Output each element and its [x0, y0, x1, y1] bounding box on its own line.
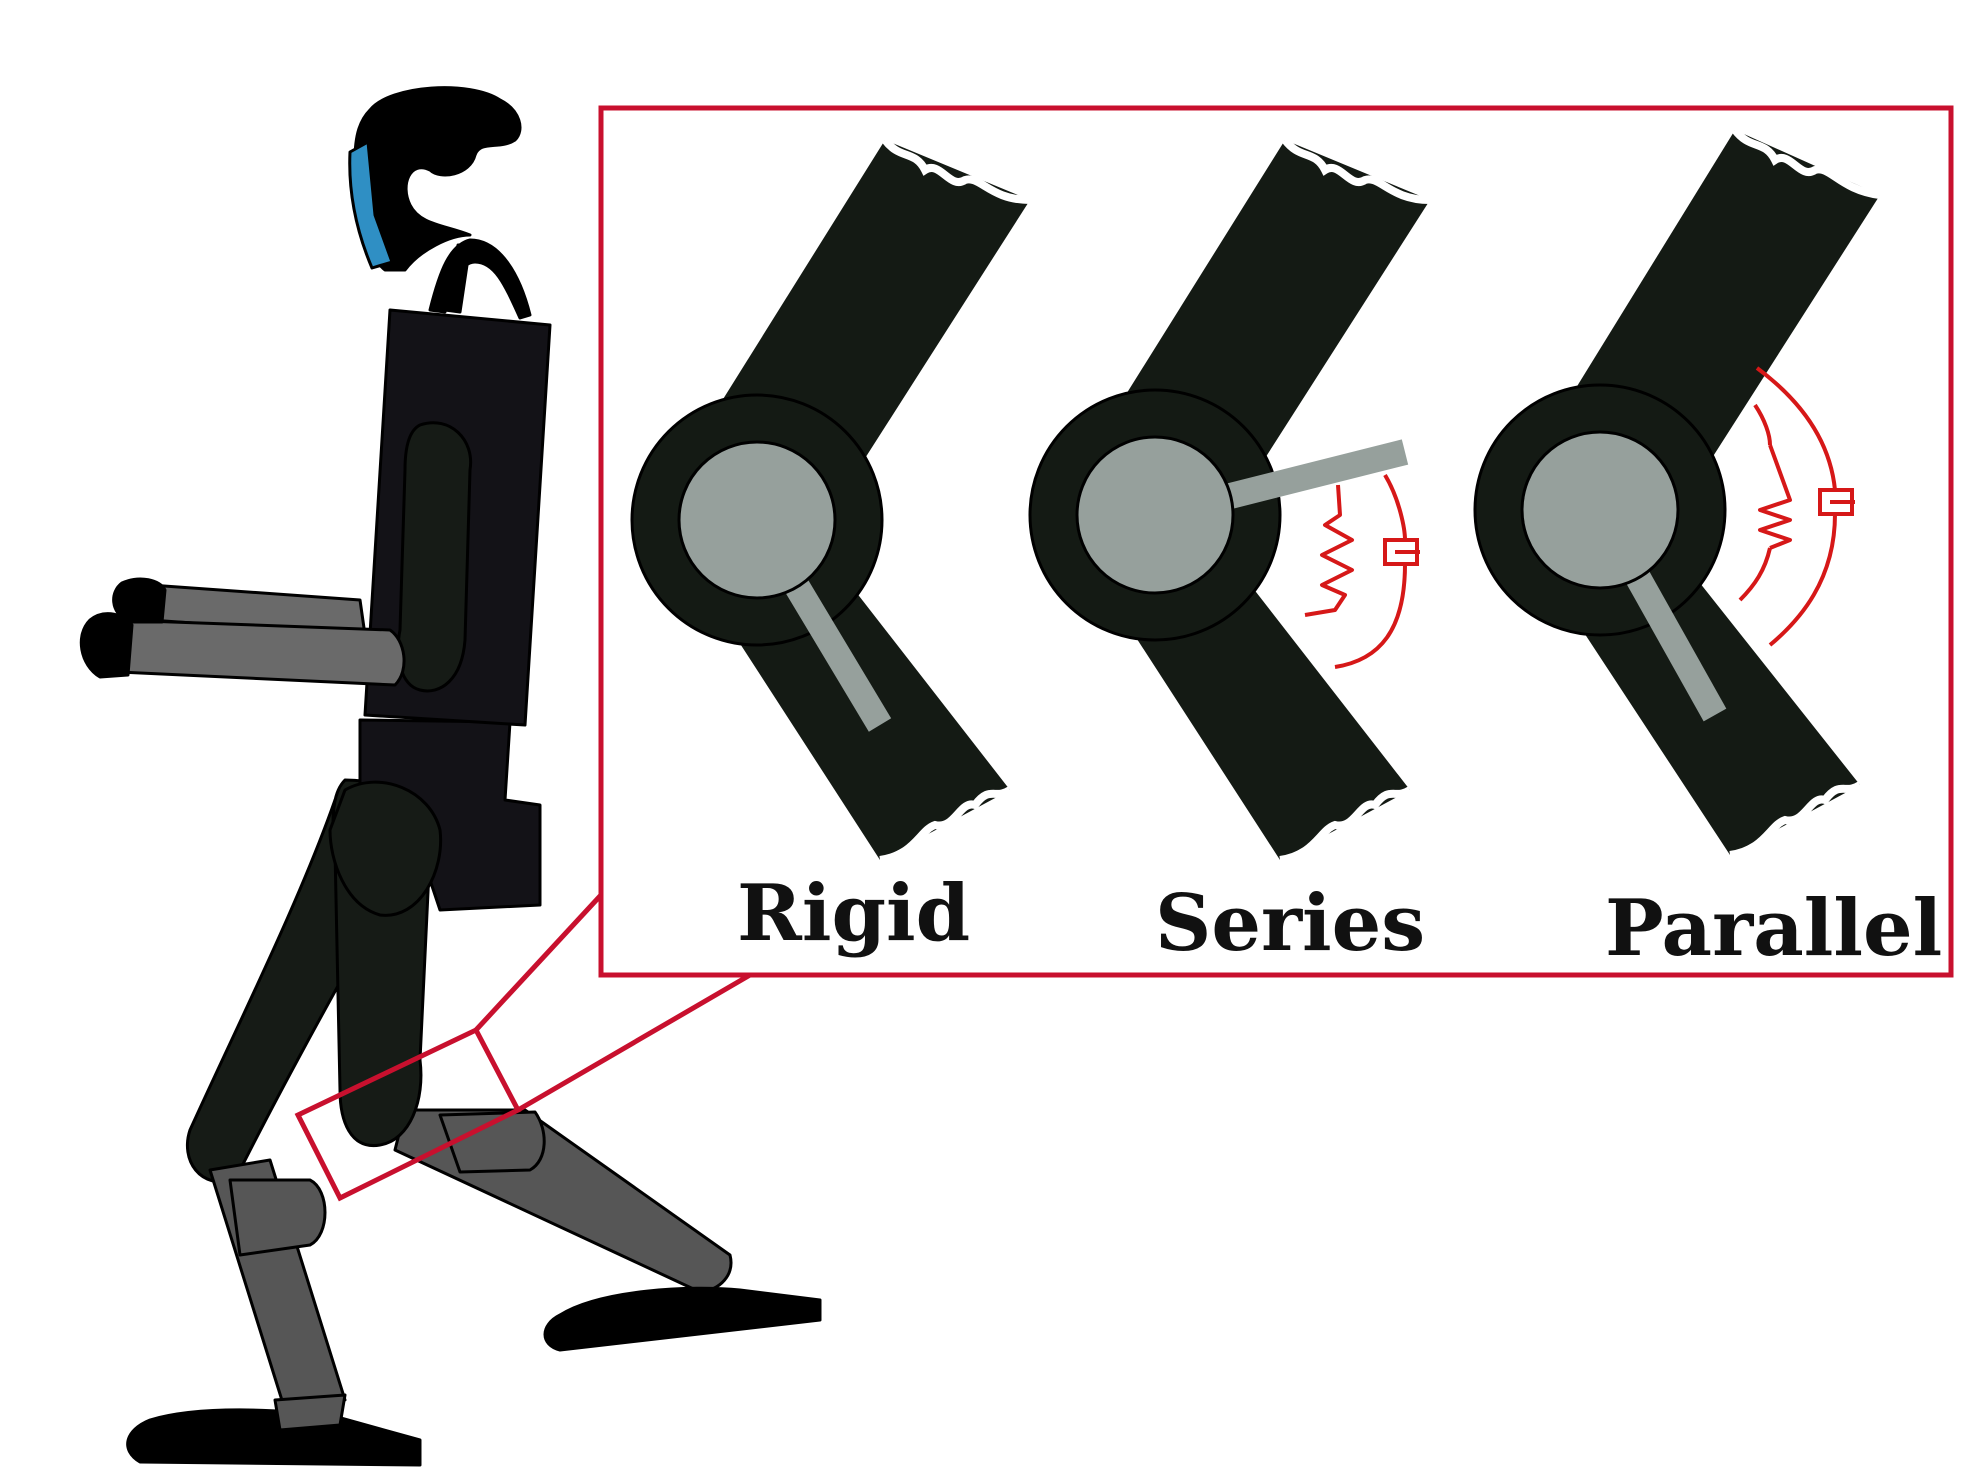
ankle-back [273, 1393, 347, 1432]
forearm-near [116, 618, 406, 687]
upper-link-torn-edge [1731, 127, 1881, 199]
joint-disc [1520, 430, 1680, 590]
callout-line-top [474, 893, 603, 1032]
knee-pad-front [438, 1110, 546, 1174]
lower-link-torn-edge [1279, 786, 1413, 864]
zoom-callout [294, 105, 1954, 1202]
callout-line-bottom [516, 972, 752, 1113]
humanoid-robot-icon [79, 86, 822, 1467]
label-series: Series [1155, 878, 1425, 969]
hip-joint [328, 780, 443, 917]
visor [348, 140, 394, 270]
foot-front [543, 1286, 822, 1352]
upper-arm [396, 421, 473, 693]
foot-back [126, 1408, 422, 1467]
hand-near [79, 612, 134, 679]
hand-far [112, 577, 167, 624]
damper-icon [1755, 366, 1855, 647]
joint-rigid [630, 137, 1031, 864]
joint-parallel [1473, 127, 1881, 859]
damper-icon [1334, 473, 1420, 669]
inset-frame [598, 105, 1954, 978]
label-parallel: Parallel [1605, 883, 1942, 974]
neck-post [443, 243, 472, 314]
label-rigid: Rigid [737, 868, 970, 959]
joint-series [1028, 137, 1431, 864]
joint-disc [677, 440, 837, 600]
lower-link-torn-edge [1729, 781, 1863, 859]
spring-icon [1304, 484, 1354, 617]
upper-link-torn-edge [881, 137, 1031, 204]
spring-icon [1738, 403, 1792, 602]
upper-link-torn-edge [1281, 137, 1431, 204]
shin-front [393, 1108, 733, 1294]
lower-link-torn-edge [879, 786, 1013, 864]
joint-disc [1075, 435, 1235, 595]
knee-pad-back [228, 1178, 327, 1257]
